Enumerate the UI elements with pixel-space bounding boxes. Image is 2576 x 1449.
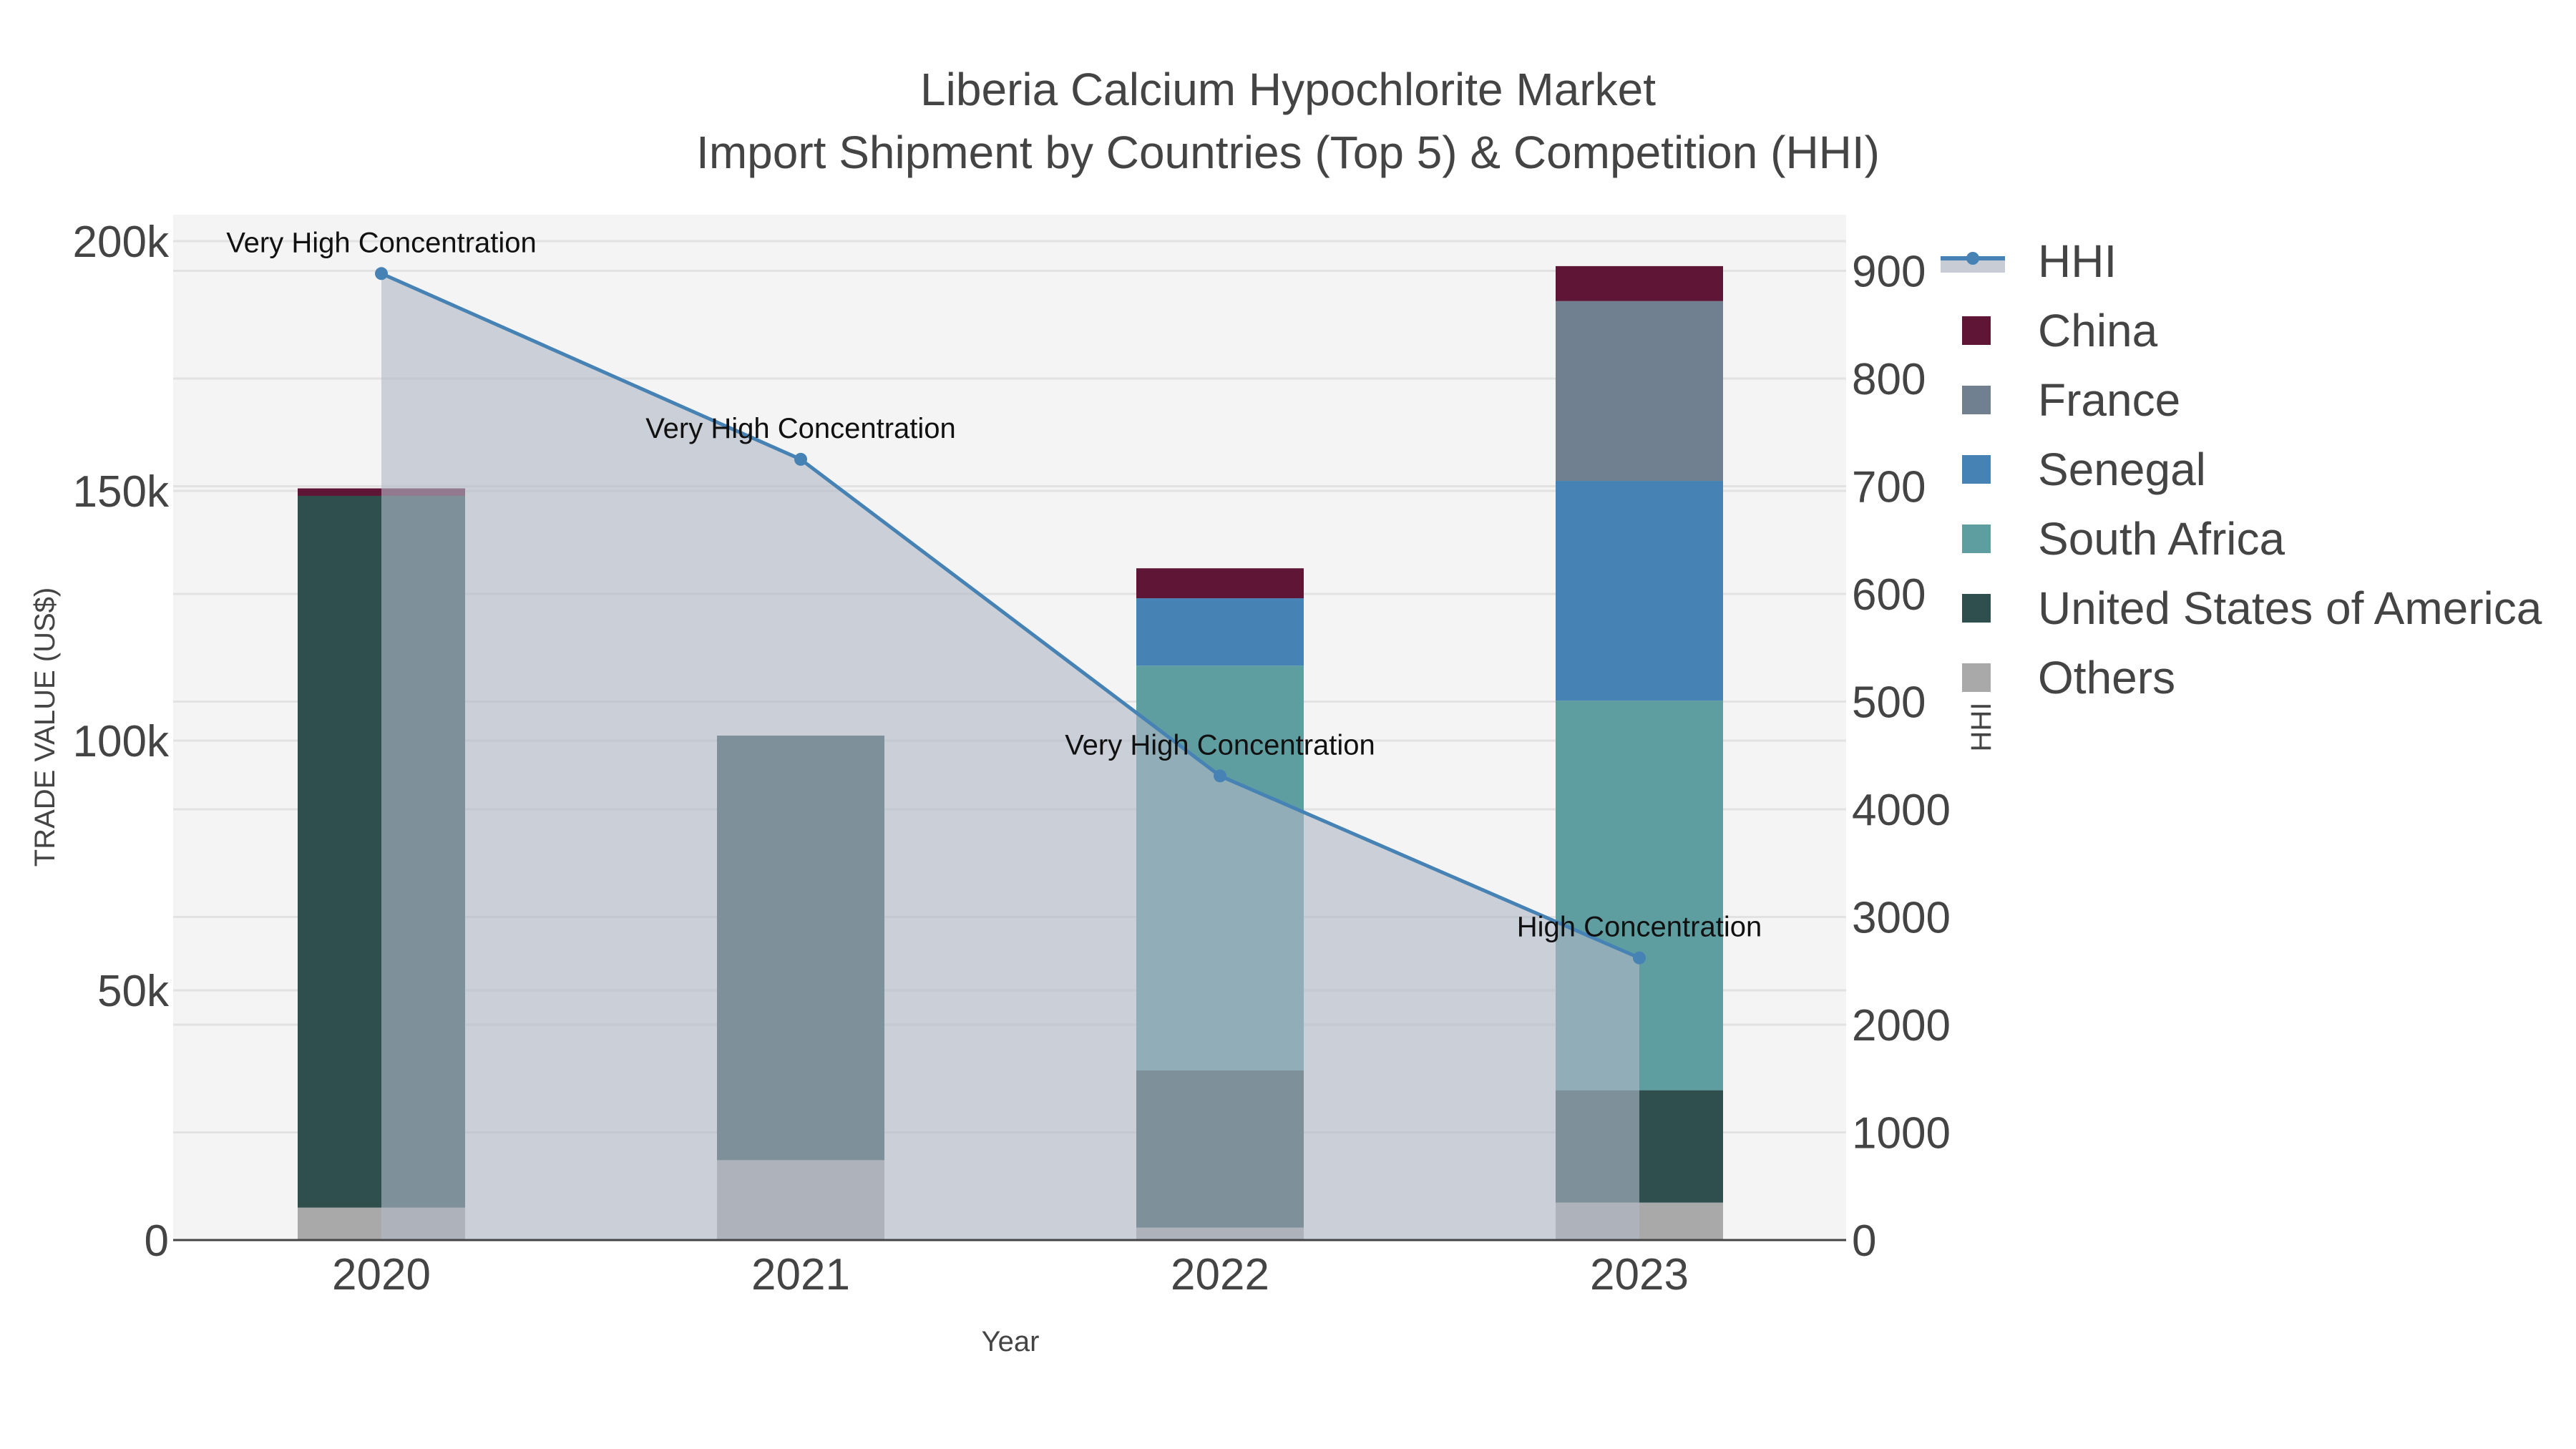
legend-label: France (2038, 374, 2181, 426)
y-left-tick-label: 150k (73, 467, 170, 517)
y-left-tick-label: 50k (97, 967, 170, 1016)
legend-item-south-africa[interactable]: South Africa (1941, 510, 2285, 567)
legend-swatch-icon (1962, 455, 1991, 484)
y-left-tick-label: 200k (73, 218, 170, 267)
hhi-annotation-label: Very High Concentration (645, 413, 956, 444)
x-tick-label: 2021 (751, 1250, 850, 1299)
x-tick-label: 2023 (1590, 1250, 1689, 1299)
x-tick-label: 2020 (332, 1250, 431, 1299)
hhi-annotation-label: Very High Concentration (1065, 729, 1375, 761)
legend-item-others[interactable]: Others (1941, 649, 2175, 706)
legend-item-hhi[interactable]: HHI (1941, 233, 2117, 290)
legend-label: Senegal (2038, 444, 2206, 495)
bar-segment-china[interactable] (1136, 568, 1304, 599)
hhi-line-path (380, 271, 1640, 960)
hhi-fill-area (381, 273, 1639, 1241)
legend-label: South Africa (2038, 513, 2285, 565)
legend-swatch-icon (1962, 316, 1991, 345)
legend-label: United States of America (2038, 582, 2542, 634)
y-right-tick-label: 500 (1852, 678, 1926, 728)
legend-swatch-icon (1962, 386, 1991, 414)
x-axis-ticks: 2020 2021 2022 2023 (332, 1250, 1689, 1299)
y-right-tick-label: 4000 (1852, 786, 1951, 835)
y-right-tick-label: 1000 (1852, 1109, 1951, 1158)
legend-label: China (2038, 305, 2158, 356)
hhi-marker[interactable] (1214, 769, 1226, 783)
y-right-tick-label: 2000 (1852, 1001, 1951, 1050)
legend-swatch-icon (1962, 594, 1991, 623)
hhi-annotation-label: Very High Concentration (226, 227, 537, 258)
legend-swatch-icon (1962, 663, 1991, 692)
chart-title-line2: Import Shipment by Countries (Top 5) & C… (696, 127, 1880, 178)
legend-swatch-icon (1962, 525, 1991, 553)
hhi-marker[interactable] (1633, 951, 1646, 965)
hhi-area (381, 273, 1639, 1241)
legend-label: Others (2038, 652, 2176, 703)
y-left-axis-ticks: 0 50k 100k 150k 200k (73, 218, 170, 1266)
hhi-annotation-label: High Concentration (1517, 912, 1762, 943)
legend-item-china[interactable]: China (1941, 302, 2157, 359)
hhi-marker[interactable] (794, 452, 807, 466)
bar-segment-senegal[interactable] (1556, 481, 1723, 701)
hhi-annotations: Very High Concentration Very High Concent… (226, 227, 1762, 942)
y-right-axis-ticks: 0 1000 2000 3000 4000 500 600 700 800 900 (1852, 248, 1951, 1267)
x-axis-label: Year (982, 1326, 1040, 1357)
y-right-tick-label: 700 (1852, 463, 1926, 512)
y-right-tick-label: 600 (1852, 570, 1926, 620)
y-right-tick-label: 3000 (1852, 894, 1951, 943)
y-right-tick-label: 900 (1852, 248, 1926, 297)
y-right-tick-label: 0 (1852, 1216, 1876, 1266)
legend-label: HHI (2038, 235, 2117, 287)
chart-title-line1: Liberia Calcium Hypochlorite Market (920, 64, 1656, 115)
legend-item-france[interactable]: France (1941, 371, 2180, 429)
y-right-tick-label: 800 (1852, 355, 1926, 404)
y-left-axis-label: TRADE VALUE (US$) (29, 587, 61, 867)
x-tick-label: 2022 (1171, 1250, 1269, 1299)
y-left-tick-label: 100k (73, 717, 170, 766)
hhi-marker[interactable] (375, 267, 388, 280)
legend-item-senegal[interactable]: Senegal (1941, 441, 2206, 498)
y-left-tick-label: 0 (145, 1216, 169, 1266)
y-right-axis-label: HHI (1966, 703, 1997, 752)
hhi-line (375, 267, 1646, 965)
bar-segment-france[interactable] (1556, 301, 1723, 482)
hhi-line-icon (1941, 248, 2005, 274)
legend-item-united-states-of-america[interactable]: United States of America (1941, 580, 2542, 637)
bar-segment-senegal[interactable] (1136, 598, 1304, 666)
bar-segment-china[interactable] (1556, 265, 1723, 301)
